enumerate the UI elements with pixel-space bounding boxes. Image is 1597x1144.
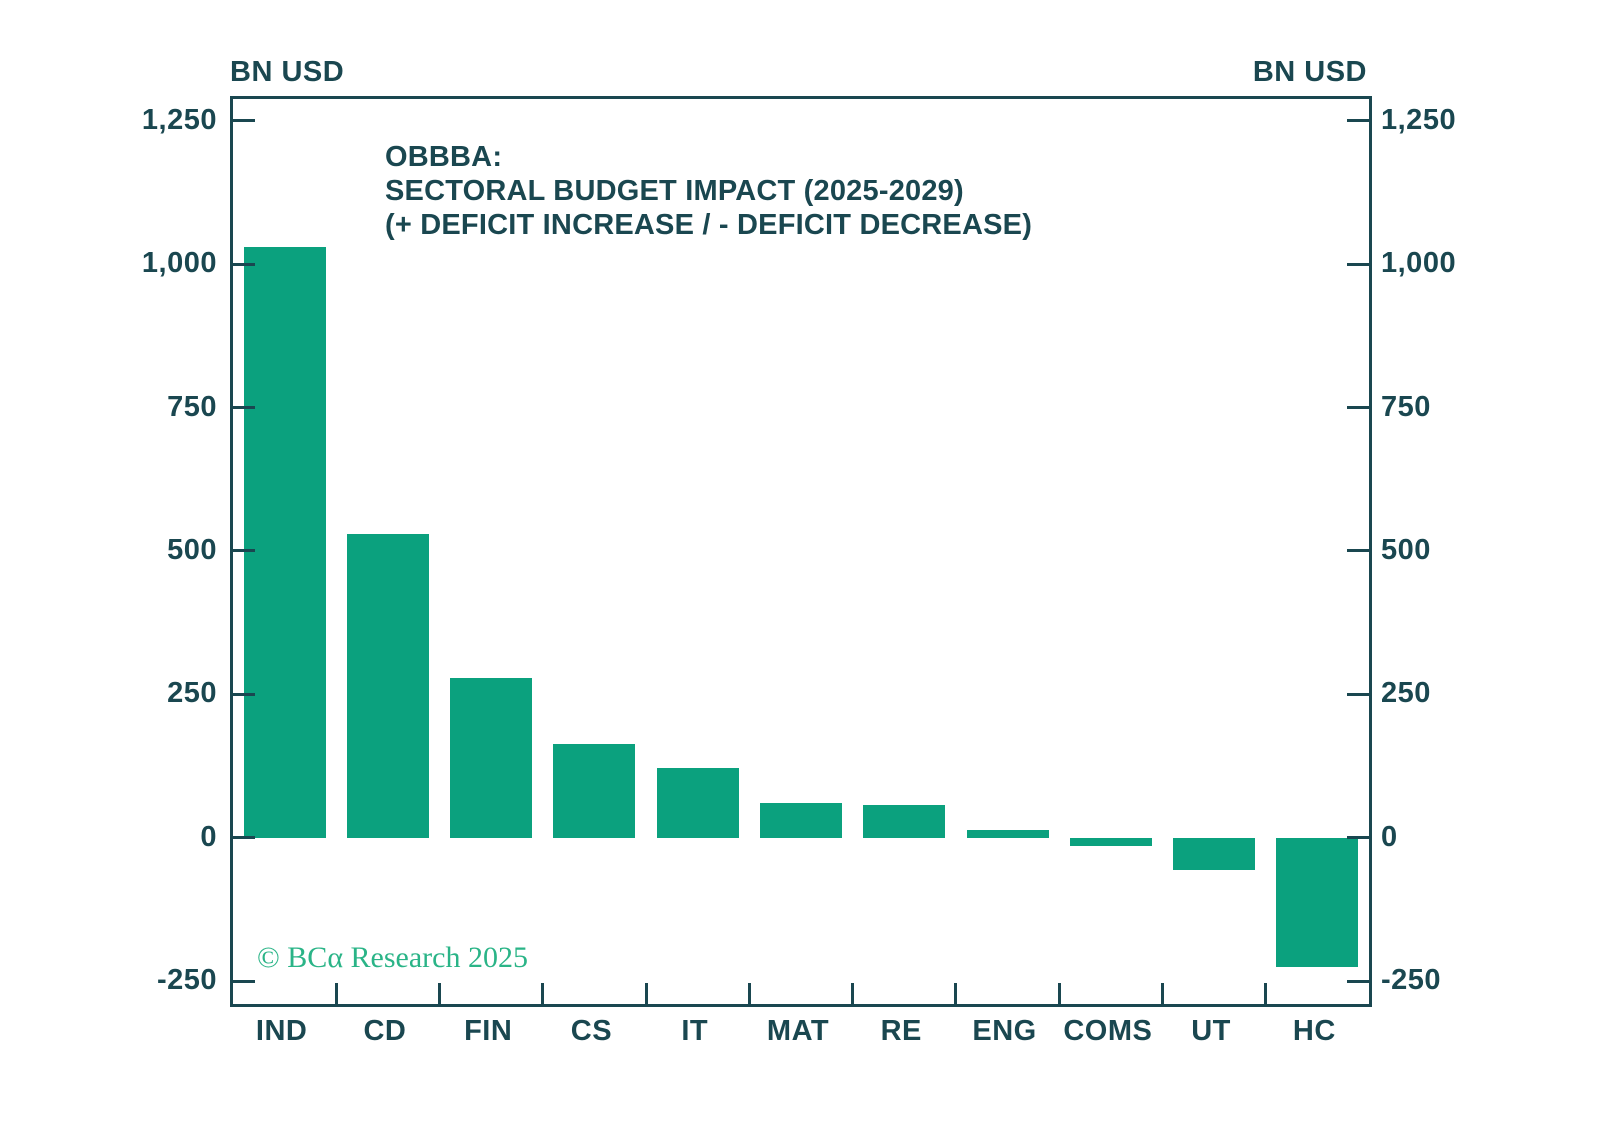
x-label-MAT: MAT bbox=[766, 1015, 830, 1047]
bar-IT bbox=[656, 767, 739, 838]
y-tick-right-250 bbox=[1347, 692, 1369, 696]
y-tick-left-750 bbox=[233, 406, 255, 410]
y-tick-left-1250 bbox=[233, 119, 255, 123]
bar-RE bbox=[863, 804, 946, 838]
x-tick-7 bbox=[954, 983, 958, 1004]
y-tick-left-500 bbox=[233, 549, 255, 553]
bar-FIN bbox=[450, 678, 533, 838]
bar-CS bbox=[553, 743, 636, 838]
y-tick-label-left-500: 500 bbox=[167, 533, 217, 566]
bca-research-watermark: © BCα Research 2025 bbox=[257, 941, 528, 974]
plot-area bbox=[230, 96, 1372, 1007]
x-tick-10 bbox=[1264, 983, 1268, 1004]
y-tick-label-left-1000: 1,000 bbox=[141, 247, 217, 280]
x-label-HC: HC bbox=[1292, 1015, 1336, 1047]
y-tick-right-1000 bbox=[1347, 262, 1369, 266]
x-label-CD: CD bbox=[363, 1015, 407, 1047]
y-tick-left-250 bbox=[233, 692, 255, 696]
x-label-ENG: ENG bbox=[972, 1015, 1037, 1047]
x-tick-2 bbox=[438, 983, 442, 1004]
chart-title-line2: SECTORAL BUDGET IMPACT (2025-2029) bbox=[385, 175, 964, 207]
y-tick-label-right-1250: 1,250 bbox=[1381, 103, 1457, 136]
chart-title: OBBBA: SECTORAL BUDGET IMPACT (2025-2029… bbox=[385, 140, 1032, 242]
x-tick-9 bbox=[1160, 983, 1164, 1004]
bar-UT bbox=[1173, 837, 1256, 870]
bar-MAT bbox=[760, 802, 842, 838]
y-tick-left--250 bbox=[233, 979, 255, 983]
x-label-IT: IT bbox=[681, 1015, 709, 1047]
chart-title-line1: OBBBA: bbox=[385, 141, 503, 173]
y-tick-label-left-0: 0 bbox=[200, 820, 217, 853]
x-tick-3 bbox=[541, 983, 545, 1004]
y-tick-label-right-0: 0 bbox=[1381, 820, 1398, 853]
y-tick-right--250 bbox=[1347, 979, 1369, 983]
x-label-UT: UT bbox=[1191, 1015, 1231, 1047]
x-tick-5 bbox=[747, 983, 751, 1004]
x-label-IND: IND bbox=[255, 1015, 308, 1047]
y-tick-label-right-750: 750 bbox=[1381, 390, 1431, 423]
bar-COMS bbox=[1069, 837, 1152, 846]
y-tick-right-0 bbox=[1347, 836, 1369, 840]
x-label-RE: RE bbox=[880, 1015, 922, 1047]
x-tick-6 bbox=[851, 983, 855, 1004]
left-axis-unit-label: BN USD bbox=[230, 56, 345, 88]
x-label-CS: CS bbox=[570, 1015, 613, 1047]
y-tick-label-left-1250: 1,250 bbox=[141, 103, 217, 136]
x-tick-1 bbox=[334, 983, 338, 1004]
y-tick-label-left-250: 250 bbox=[167, 677, 217, 710]
bar-CD bbox=[346, 533, 429, 838]
y-tick-left-0 bbox=[233, 836, 255, 840]
x-label-COMS: COMS bbox=[1063, 1015, 1153, 1047]
y-tick-right-500 bbox=[1347, 549, 1369, 553]
x-tick-4 bbox=[644, 983, 648, 1004]
y-tick-label-left-750: 750 bbox=[167, 390, 217, 423]
y-tick-label-right-500: 500 bbox=[1381, 533, 1431, 566]
x-label-FIN: FIN bbox=[464, 1015, 513, 1047]
y-tick-left-1000 bbox=[233, 262, 255, 266]
bar-ENG bbox=[966, 829, 1049, 838]
y-tick-label-right--250: -250 bbox=[1381, 964, 1442, 997]
chart-title-line3: (+ DEFICIT INCREASE / - DEFICIT DECREASE… bbox=[385, 209, 1033, 241]
bar-HC bbox=[1276, 837, 1359, 968]
y-tick-label-left--250: -250 bbox=[156, 964, 217, 997]
right-axis-unit-label: BN USD bbox=[1252, 56, 1367, 88]
y-tick-label-right-250: 250 bbox=[1381, 677, 1431, 710]
bar-IND bbox=[243, 246, 326, 838]
y-tick-right-1250 bbox=[1347, 119, 1369, 123]
x-tick-8 bbox=[1057, 983, 1061, 1004]
y-tick-right-750 bbox=[1347, 406, 1369, 410]
y-tick-label-right-1000: 1,000 bbox=[1381, 247, 1457, 280]
